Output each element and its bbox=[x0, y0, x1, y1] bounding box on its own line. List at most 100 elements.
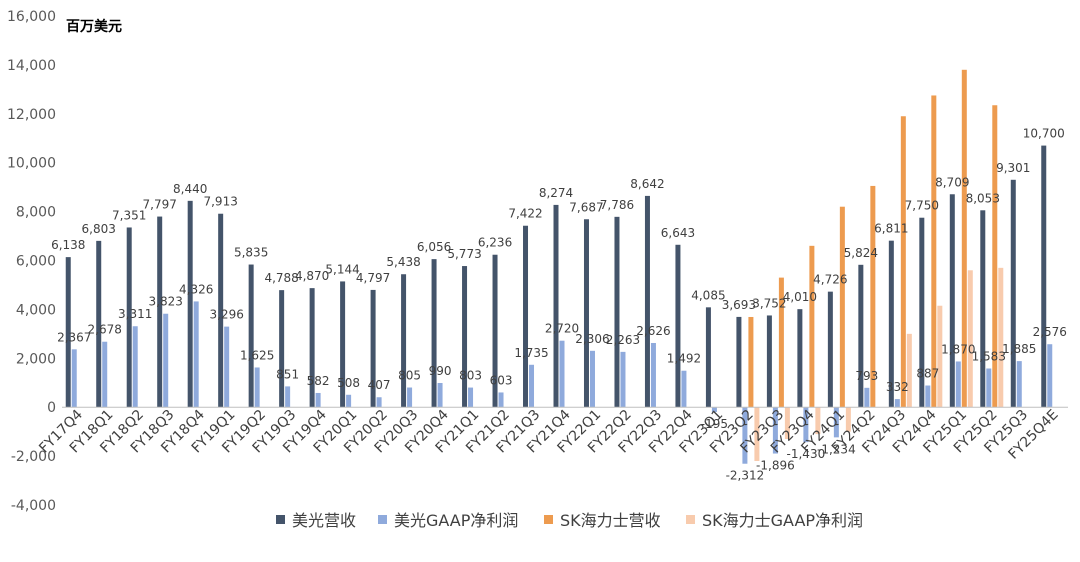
bar-series-0 bbox=[492, 254, 498, 408]
data-label: 2,678 bbox=[88, 323, 122, 337]
data-label: 7,750 bbox=[905, 199, 939, 213]
bar-series-0 bbox=[65, 257, 71, 408]
bar-series-0 bbox=[644, 195, 650, 408]
data-label: 332 bbox=[886, 380, 909, 394]
bar-series-0 bbox=[675, 244, 681, 408]
bar-series-1 bbox=[681, 370, 687, 408]
bar-series-0 bbox=[827, 291, 833, 408]
y-tick-label: 8,000 bbox=[16, 205, 56, 221]
data-label: 8,274 bbox=[539, 186, 573, 200]
bar-series-1 bbox=[803, 407, 809, 443]
bar-series-0 bbox=[431, 259, 437, 408]
bar-series-2 bbox=[778, 277, 784, 408]
data-label: 2,367 bbox=[57, 330, 91, 344]
legend-swatch bbox=[276, 515, 285, 524]
legend-entry: 美光营收 bbox=[292, 511, 356, 530]
bar-series-1 bbox=[742, 407, 748, 464]
data-label: 8,709 bbox=[935, 175, 969, 189]
bar-series-1 bbox=[315, 392, 321, 408]
data-label: 793 bbox=[855, 369, 878, 383]
y-tick-label: 16,000 bbox=[7, 9, 56, 25]
bar-series-2 bbox=[839, 206, 845, 408]
data-label: 9,301 bbox=[996, 161, 1030, 175]
bar-series-0 bbox=[96, 240, 102, 408]
bar-series-1 bbox=[102, 341, 108, 408]
data-label: -1,896 bbox=[756, 459, 795, 473]
bar-series-1 bbox=[772, 407, 778, 454]
bar-series-1 bbox=[864, 387, 870, 408]
bar-series-2 bbox=[870, 185, 876, 408]
data-label: 8,642 bbox=[630, 177, 664, 191]
y-tick-label: 4,000 bbox=[16, 302, 56, 318]
bar-series-1 bbox=[650, 342, 656, 408]
bar-series-0 bbox=[949, 194, 955, 408]
data-label: 3,823 bbox=[149, 295, 183, 309]
bar-series-3 bbox=[784, 407, 790, 439]
bar-series-1 bbox=[711, 407, 717, 412]
bar-series-3 bbox=[815, 407, 821, 435]
bar-series-1 bbox=[132, 326, 138, 408]
legend-swatch bbox=[686, 515, 695, 524]
data-label: 508 bbox=[337, 376, 360, 390]
bar-series-1 bbox=[285, 386, 291, 408]
y-tick-label: 0 bbox=[47, 400, 56, 416]
y-tick-label: 2,000 bbox=[16, 351, 56, 367]
data-label: 7,913 bbox=[203, 195, 237, 209]
data-label: 3,693 bbox=[722, 298, 756, 312]
data-label: 3,296 bbox=[209, 308, 243, 322]
unit-label: 百万美元 bbox=[66, 18, 122, 35]
bar-series-3 bbox=[906, 333, 912, 408]
bar-series-2 bbox=[961, 69, 967, 408]
bars bbox=[65, 69, 1053, 464]
bar-series-0 bbox=[309, 288, 315, 408]
bar-series-1 bbox=[529, 364, 535, 408]
bar-series-1 bbox=[498, 392, 504, 408]
data-label: 7,422 bbox=[508, 207, 542, 221]
data-label: 803 bbox=[459, 369, 482, 383]
bar-series-0 bbox=[279, 290, 285, 408]
y-tick-label: -4,000 bbox=[11, 498, 56, 514]
data-label: 2,263 bbox=[606, 333, 640, 347]
bar-series-0 bbox=[340, 281, 346, 408]
bar-series-2 bbox=[992, 105, 998, 408]
data-label: 5,438 bbox=[386, 255, 420, 269]
data-label: 8,053 bbox=[966, 191, 1000, 205]
legend-entry: 美光GAAP净利润 bbox=[394, 511, 518, 530]
bar-series-1 bbox=[468, 387, 474, 408]
data-label: 1,885 bbox=[1002, 342, 1036, 356]
bar-series-1 bbox=[224, 326, 230, 408]
bar-series-0 bbox=[919, 217, 925, 408]
data-label: 6,236 bbox=[478, 236, 512, 250]
y-axis: -4,000 -2,000 0 2,000 4,000 6,000 8,000 10,000 1… bbox=[7, 9, 56, 514]
bar-series-0 bbox=[370, 289, 376, 408]
data-label: 2,626 bbox=[636, 324, 670, 338]
bar-series-1 bbox=[620, 351, 626, 408]
y-tick-label: 14,000 bbox=[7, 58, 56, 74]
data-label: 4,788 bbox=[264, 271, 298, 285]
data-label: 805 bbox=[398, 369, 421, 383]
data-label: 1,583 bbox=[972, 349, 1006, 363]
data-label: 4,870 bbox=[295, 269, 329, 283]
data-label: 7,687 bbox=[569, 200, 603, 214]
bar-series-0 bbox=[126, 227, 132, 408]
data-label: 5,773 bbox=[447, 247, 481, 261]
bar-series-1 bbox=[1016, 361, 1022, 408]
bar-series-0 bbox=[553, 204, 559, 408]
data-label: 4,010 bbox=[783, 290, 817, 304]
bar-series-1 bbox=[894, 399, 900, 408]
data-label: 5,144 bbox=[325, 262, 359, 276]
bar-series-1 bbox=[346, 394, 352, 408]
data-label: 5,835 bbox=[234, 246, 268, 260]
bar-series-1 bbox=[193, 301, 199, 408]
data-label: 1,870 bbox=[941, 342, 975, 356]
bar-series-0 bbox=[980, 210, 986, 408]
data-label: 603 bbox=[490, 373, 513, 387]
data-label: 3,752 bbox=[752, 296, 786, 310]
bar-series-0 bbox=[888, 240, 894, 408]
data-label: 887 bbox=[916, 367, 939, 381]
data-label: 1,735 bbox=[514, 346, 548, 360]
bar-series-0 bbox=[705, 307, 711, 408]
data-label: 2,576 bbox=[1033, 325, 1067, 339]
bar-series-2 bbox=[809, 245, 815, 408]
